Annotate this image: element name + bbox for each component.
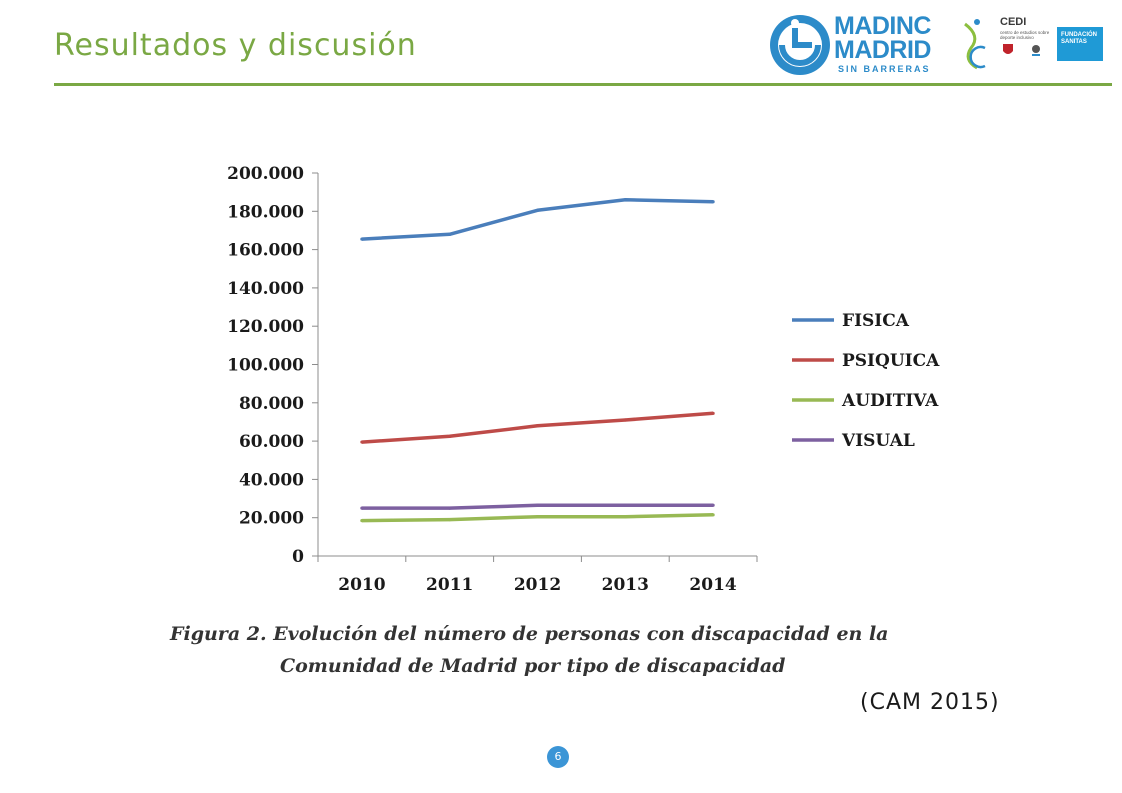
sanitas-line2: SANITAS — [1061, 39, 1087, 45]
data-point-fisica — [535, 208, 540, 212]
cedi-logo — [955, 14, 1005, 72]
x-tick-label: 2013 — [602, 575, 649, 595]
fundacion-sanitas-logo: FUNDACIÓN SANITAS — [1057, 27, 1103, 61]
madinc-line2: MADRID — [834, 36, 932, 64]
data-point-psiquica — [535, 424, 540, 428]
madinc-madrid-logo: MADINC MADRID SIN BARRERAS — [768, 12, 938, 78]
data-point-visual — [711, 503, 715, 507]
cedi-label: CEDI — [1000, 16, 1027, 28]
data-point-auditiva — [360, 518, 364, 523]
x-tick-label: 2012 — [514, 575, 561, 595]
y-tick-label: 40.000 — [239, 470, 304, 490]
x-tick-label: 2014 — [689, 575, 736, 595]
legend-label-psiquica: PSIQUICA — [842, 351, 940, 371]
data-point-fisica — [623, 198, 627, 202]
data-point-visual — [448, 506, 452, 510]
data-point-auditiva — [711, 513, 715, 517]
y-tick-label: 0 — [292, 547, 304, 567]
source-citation: (CAM 2015) — [860, 690, 1000, 715]
data-point-psiquica — [360, 440, 364, 444]
data-point-auditiva — [448, 518, 452, 522]
data-point-visual — [623, 503, 627, 507]
university-shield-icon — [1002, 42, 1014, 56]
y-tick-label: 140.000 — [227, 279, 304, 299]
x-tick-label: 2011 — [426, 575, 473, 595]
y-tick-label: 100.000 — [227, 356, 304, 376]
slide-title: Resultados y discusión — [54, 28, 417, 63]
y-tick-label: 20.000 — [239, 509, 304, 529]
data-point-psiquica — [711, 411, 715, 415]
data-point-fisica — [360, 237, 364, 241]
y-tick-label: 80.000 — [239, 394, 304, 414]
y-tick-label: 160.000 — [227, 241, 304, 261]
sanitas-line1: FUNDACIÓN — [1061, 32, 1097, 38]
wheelchair-icon — [770, 15, 830, 75]
cedi-figure-icon — [964, 19, 986, 70]
data-point-visual — [535, 503, 540, 507]
data-point-fisica — [448, 232, 452, 236]
caption-line2: Comunidad de Madrid por tipo de discapac… — [280, 655, 786, 677]
data-point-fisica — [711, 200, 715, 204]
data-point-visual — [360, 506, 364, 510]
data-point-psiquica — [448, 434, 452, 438]
title-divider — [54, 83, 1112, 86]
data-point-auditiva — [535, 515, 540, 519]
data-point-auditiva — [623, 515, 627, 519]
page-number-badge: 6 — [547, 746, 569, 768]
legend-label-visual: VISUAL — [841, 431, 915, 451]
series-line-fisica — [361, 198, 714, 241]
figure-caption: Figura 2. Evolución del número de person… — [170, 618, 950, 682]
y-tick-label: 200.000 — [227, 164, 304, 184]
crest-icon — [1030, 42, 1042, 56]
y-tick-label: 60.000 — [239, 432, 304, 452]
y-tick-label: 180.000 — [227, 202, 304, 222]
legend-label-fisica: FISICA — [842, 311, 910, 331]
y-tick-label: 120.000 — [227, 317, 304, 337]
series-line-psiquica — [361, 411, 714, 444]
cedi-subtitle: centro de estudios sobre deporte inclusi… — [1000, 30, 1050, 40]
x-tick-label: 2010 — [338, 575, 385, 595]
legend-label-auditiva: AUDITIVA — [841, 391, 939, 411]
madinc-subtitle: SIN BARRERAS — [838, 64, 931, 74]
madinc-line1: MADINC — [834, 12, 932, 40]
caption-line1: Figura 2. Evolución del número de person… — [170, 623, 889, 645]
data-point-psiquica — [623, 418, 627, 422]
